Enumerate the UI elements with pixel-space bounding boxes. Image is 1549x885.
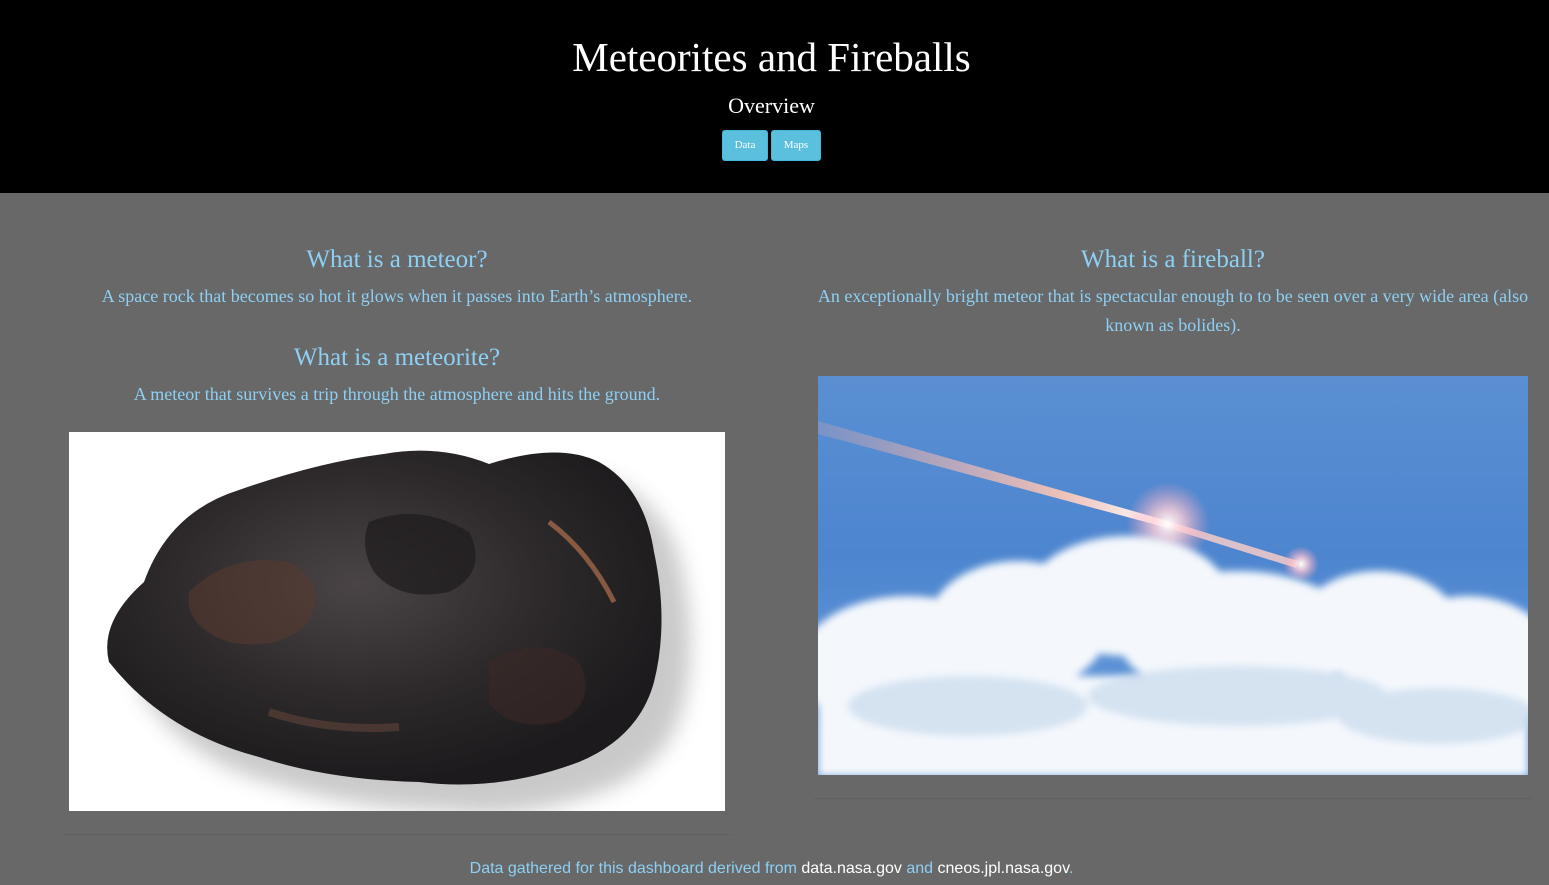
nav-buttons: Data Maps xyxy=(722,130,821,161)
footer-prefix: Data gathered for this dashboard derived… xyxy=(469,860,802,877)
fireball-sky-graphic xyxy=(818,421,1528,775)
right-column: What is a fireball? An exceptionally bri… xyxy=(814,0,1532,885)
left-column: What is a meteor? A space rock that beco… xyxy=(64,0,730,885)
data-nasa-link[interactable]: data.nasa.gov xyxy=(801,860,902,877)
footer-middle: and xyxy=(901,860,938,877)
meteor-heading: What is a meteor? xyxy=(306,246,488,273)
maps-button[interactable]: Maps xyxy=(771,130,821,161)
meteorite-image xyxy=(69,432,725,811)
data-button[interactable]: Data xyxy=(722,130,768,161)
page-subtitle: Overview xyxy=(728,93,815,118)
meteor-definition: A space rock that becomes so hot it glow… xyxy=(101,286,693,306)
meteorite-heading: What is a meteorite? xyxy=(293,344,501,371)
page-title: Meteorites and Fireballs xyxy=(572,34,971,80)
footer-suffix: . xyxy=(1068,860,1074,877)
left-divider xyxy=(64,834,730,835)
fireball-image xyxy=(818,376,1528,775)
right-divider xyxy=(814,798,1532,799)
page-header: Meteorites and Fireballs Overview Data M… xyxy=(0,0,1549,193)
fireball-heading: What is a fireball? xyxy=(1081,246,1265,273)
footer-credits: Data gathered for this dashboard derived… xyxy=(0,858,1543,880)
meteorite-definition: A meteor that survives a trip through th… xyxy=(133,384,661,404)
cneos-link[interactable]: cneos.jpl.nasa.gov xyxy=(937,860,1069,877)
meteorite-rock-graphic xyxy=(107,450,691,811)
fireball-definition: An exceptionally bright meteor that is s… xyxy=(817,286,1529,335)
